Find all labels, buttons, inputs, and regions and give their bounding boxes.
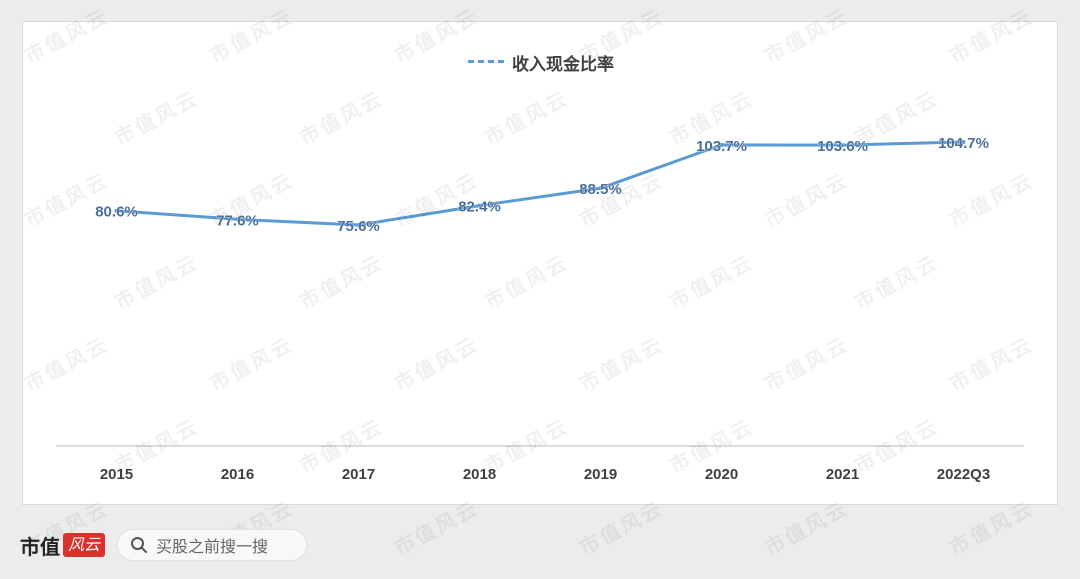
legend: 收入现金比率	[23, 50, 1059, 75]
line-chart: 2015 2016 2017 2018 2019 2020 2021 2022Q3 80.6% 7…	[56, 135, 1024, 483]
data-label: 103.6%	[817, 138, 868, 155]
data-point	[477, 203, 482, 208]
x-tick-label: 2022Q3	[937, 466, 990, 483]
data-label: 82.4%	[458, 199, 501, 216]
x-tick-label: 2018	[463, 466, 496, 483]
x-tick-label: 2016	[221, 466, 254, 483]
footer: 市值 风云 买股之前搜一搜	[20, 528, 308, 562]
x-tick-label: 2017	[342, 466, 375, 483]
chart-card: 收入现金比率 2015 2016 2017 2018 2019 2020 2021 2022Q…	[22, 21, 1058, 505]
x-tick-label: 2021	[826, 466, 859, 483]
x-tick-label: 2015	[100, 466, 133, 483]
legend-label: 收入现金比率	[512, 55, 614, 75]
data-label: 103.7%	[696, 138, 747, 155]
brand-logo-badge: 风云	[63, 533, 106, 557]
data-label: 104.7%	[938, 135, 989, 152]
search-placeholder: 买股之前搜一搜	[156, 537, 269, 556]
data-label: 77.6%	[216, 212, 259, 229]
data-point	[598, 186, 603, 191]
data-point	[961, 140, 966, 144]
search-icon	[131, 537, 148, 553]
search-bar[interactable]: 买股之前搜一搜	[117, 529, 308, 561]
data-point	[719, 142, 724, 147]
legend-swatch	[468, 60, 504, 65]
data-point	[114, 208, 119, 213]
x-tick-label: 2020	[705, 466, 738, 483]
data-point	[235, 217, 240, 222]
x-tick-label: 2019	[584, 466, 617, 483]
data-label: 80.6%	[95, 204, 138, 221]
data-label: 88.5%	[579, 181, 622, 198]
data-point	[356, 223, 361, 227]
series-line	[116, 140, 964, 227]
data-label: 75.6%	[337, 218, 380, 235]
data-point	[840, 143, 845, 148]
brand-name: 市值	[20, 534, 60, 559]
